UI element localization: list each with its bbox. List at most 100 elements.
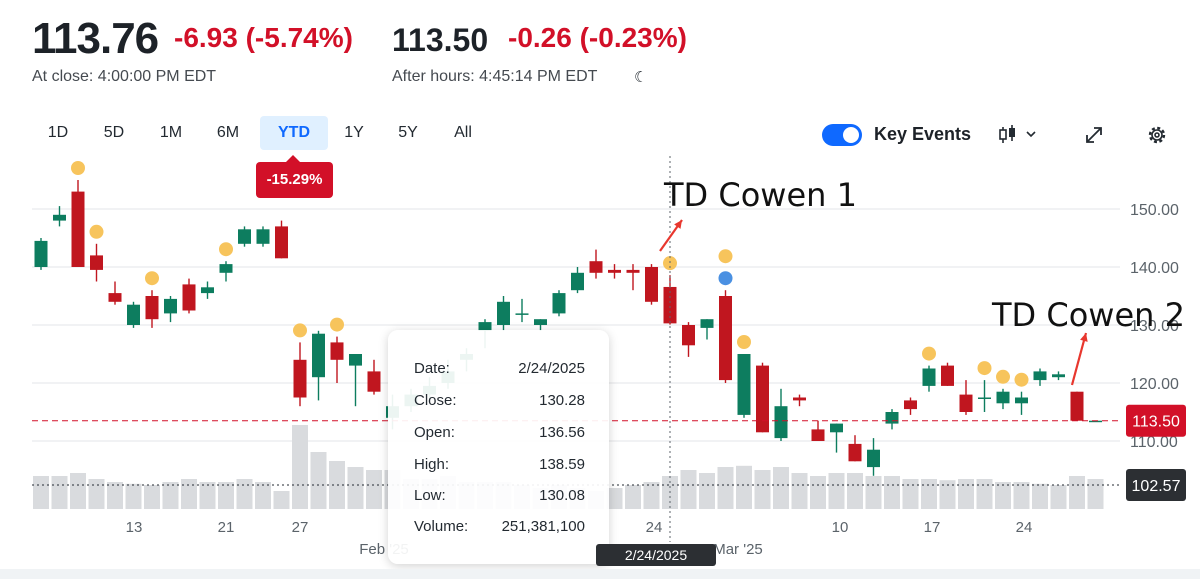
candle-body xyxy=(219,264,233,273)
expand-button[interactable] xyxy=(1080,120,1108,150)
candle-body xyxy=(996,391,1010,404)
volume-bar xyxy=(255,482,271,509)
range-ytd[interactable]: YTD xyxy=(260,116,328,150)
volume-bar xyxy=(1069,476,1085,509)
volume-bar xyxy=(162,482,179,509)
price-change: -6.93 (-5.74%) xyxy=(174,22,353,54)
after-hours-change: -0.26 (-0.23%) xyxy=(508,22,687,54)
gear-icon xyxy=(1148,126,1166,144)
range-1y[interactable]: 1Y xyxy=(344,124,364,141)
candle-body xyxy=(682,325,695,346)
range-5d[interactable]: 5D xyxy=(103,124,125,141)
candle-body xyxy=(201,287,214,294)
candle-body xyxy=(1052,374,1065,378)
volume-bar xyxy=(51,476,68,509)
volume-bar xyxy=(810,476,826,509)
y-tick-label: 150.00 xyxy=(1130,202,1179,219)
key-event-marker xyxy=(737,335,751,349)
annotation-td-cowen-2: TD Cowen 2 xyxy=(992,296,1185,334)
x-tick-label: 10 xyxy=(832,519,849,536)
tooltip-high-value: 138.59 xyxy=(539,456,585,473)
y-tick-label: 130.00 xyxy=(1130,318,1179,335)
range-6m[interactable]: 6M xyxy=(216,124,240,141)
range-all[interactable]: All xyxy=(454,124,472,141)
range-1m[interactable]: 1M xyxy=(159,124,183,141)
crosshair-date-label: 2/24/2025 xyxy=(596,544,716,566)
key-event-marker xyxy=(293,323,307,338)
annotation-arrow-1-head xyxy=(674,220,682,229)
volume-bar xyxy=(181,479,197,509)
candle-body xyxy=(515,313,529,315)
tooltip-volume-value: 251,381,100 xyxy=(501,518,585,535)
candle-body xyxy=(867,449,880,468)
volume-bar xyxy=(310,452,327,509)
volume-bar xyxy=(144,485,160,509)
y-tick-label: 110.00 xyxy=(1130,434,1178,451)
range-5y[interactable]: 5Y xyxy=(398,124,418,141)
candle-body xyxy=(793,397,806,401)
range-1d[interactable]: 1D xyxy=(47,124,69,141)
volume-bar xyxy=(958,479,974,509)
expand-icon xyxy=(1086,127,1102,143)
key-event-marker xyxy=(1014,372,1029,387)
candle-body xyxy=(941,365,954,386)
x-tick-label: Mar '25 xyxy=(713,541,763,558)
volume-bar xyxy=(366,470,382,509)
volume-bar xyxy=(125,483,142,509)
candle-body xyxy=(904,400,917,410)
key-event-marker xyxy=(89,224,104,239)
moon-icon: ☾ xyxy=(634,69,648,86)
volume-bar xyxy=(995,482,1011,509)
candle-body xyxy=(719,296,732,381)
after-hours-change-percent: (-0.23%) xyxy=(579,22,687,53)
tooltip-date-value: 2/24/2025 xyxy=(518,360,585,377)
volume-bar xyxy=(736,465,752,509)
annotation-arrow-2-head xyxy=(1080,333,1088,342)
prev-close-label: 102.57 xyxy=(1132,478,1181,495)
candle-body xyxy=(330,342,344,360)
settings-button[interactable] xyxy=(1144,120,1172,150)
current-price-label: 113.50 xyxy=(1132,414,1180,431)
candle-body xyxy=(645,267,658,302)
volume-bar xyxy=(865,476,882,509)
candle-body xyxy=(626,269,640,273)
volume-bar xyxy=(847,473,863,509)
last-price: 113.76 xyxy=(32,14,159,63)
after-hours-time-label: After hours: 4:45:14 PM EDT xyxy=(392,68,598,85)
key-events-toggle[interactable] xyxy=(822,124,862,146)
candle-body xyxy=(663,286,677,324)
candle-body xyxy=(90,255,103,270)
x-tick-label: 24 xyxy=(1016,519,1033,536)
tooltip-volume-row: Volume: 251,381,100 xyxy=(414,518,585,538)
candle-body xyxy=(108,293,122,302)
volume-bar xyxy=(606,488,623,509)
volume-bar xyxy=(218,482,234,509)
current-price-badge xyxy=(1126,404,1186,437)
key-event-marker xyxy=(922,346,936,361)
tooltip-open-value: 136.56 xyxy=(539,424,585,441)
candle-body xyxy=(756,365,769,433)
volume-bar xyxy=(292,425,308,509)
bottom-divider xyxy=(0,569,1200,579)
candle-body xyxy=(978,397,991,399)
key-event-marker xyxy=(977,361,992,376)
candle-body xyxy=(552,293,566,314)
key-event-marker xyxy=(330,317,344,332)
volume-bar xyxy=(902,479,919,509)
candle-body xyxy=(1033,371,1047,381)
chart-type-button[interactable] xyxy=(996,120,1044,150)
candle-body xyxy=(1070,391,1084,421)
volume-bar xyxy=(717,467,734,509)
tooltip-high-label: High: xyxy=(414,456,450,473)
tooltip-volume-label: Volume: xyxy=(414,518,469,535)
candle-body xyxy=(238,229,251,244)
tooltip-date-row: Date: 2/24/2025 xyxy=(414,360,585,380)
volume-bar xyxy=(1032,483,1048,509)
candle-body xyxy=(127,304,140,325)
key-event-marker xyxy=(219,242,233,257)
chevron-down-icon xyxy=(1026,131,1036,138)
close-time-label: At close: 4:00:00 PM EDT xyxy=(32,68,217,85)
y-tick-label: 120.00 xyxy=(1130,376,1179,393)
volume-bar xyxy=(70,473,86,509)
tooltip-low-value: 130.08 xyxy=(539,487,585,504)
